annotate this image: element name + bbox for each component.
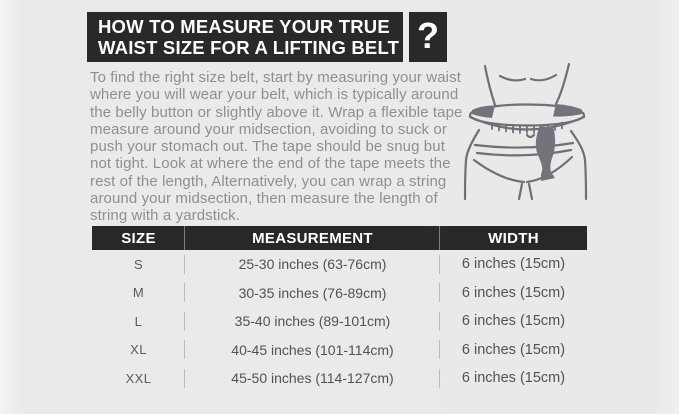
torso-right-side [554,62,571,106]
column-divider [184,311,185,331]
right-inner-leg [527,182,534,201]
left-inner-leg [517,182,524,201]
column-divider [439,254,440,274]
measurement-instructions: To find the right size belt, start by me… [90,69,463,225]
question-mark-icon: ? [417,15,439,56]
table-row: XL 40-45 inches (101-114cm) 6 inches (15… [92,336,587,365]
column-divider [439,311,440,331]
table-header-row: SIZE MEASUREMENT WIDTH [92,226,587,250]
header-size: SIZE [121,229,156,247]
column-divider [184,254,185,274]
measurement-cell: 25-30 inches (63-76cm) [238,256,387,273]
column-divider [439,340,440,360]
table-row: XXL 45-50 inches (114-127cm) 6 inches (1… [92,364,587,393]
belly-button [525,133,536,139]
header-column-divider [439,226,440,250]
title-banner: HOW TO MEASURE YOUR TRUE WAIST SIZE FOR … [87,12,403,62]
title-line-1: HOW TO MEASURE YOUR TRUE [98,16,390,37]
width-cell: 6 inches (15cm) [461,284,566,301]
tape-shaded-segments [472,104,582,118]
size-cell: M [132,285,145,301]
waist-measurement-illustration [461,56,673,208]
left-hip-leg [463,128,481,201]
size-cell: L [134,313,143,329]
size-cell: XXL [125,370,152,386]
column-divider [439,368,440,388]
measurement-cell: 45-50 inches (114-127cm) [231,370,394,387]
column-divider [184,283,185,303]
table-row: M 30-35 inches (76-89cm) 6 inches (15cm) [92,279,587,308]
waistband-bottom-line [475,148,573,157]
size-table: SIZE MEASUREMENT WIDTH S 25-30 inches (6… [92,226,587,393]
table-row: L 35-40 inches (89-101cm) 6 inches (15cm… [92,307,587,336]
left-pec-line [498,74,527,82]
question-mark-box: ? [409,12,447,62]
column-divider [439,283,440,303]
torso-measuring-tape-icon [463,62,588,201]
width-cell: 6 inches (15cm) [461,313,566,330]
title-line-2: WAIST SIZE FOR A LIFTING BELT [98,37,400,58]
header-measurement: MEASUREMENT [252,229,373,247]
torso-left-side [483,64,497,107]
header-column-divider [184,226,185,250]
left-leg-opening [472,158,526,184]
right-pec-line [529,73,558,82]
header-width: WIDTH [488,229,539,247]
measurement-cell: 40-45 inches (101-114cm) [231,341,394,358]
width-cell: 6 inches (15cm) [461,341,566,358]
size-cell: S [133,256,144,272]
tape-end-ribbon [535,125,556,181]
width-cell: 6 inches (15cm) [461,370,566,387]
size-cell: XL [130,342,147,358]
measurement-cell: 35-40 inches (89-101cm) [234,313,391,330]
width-cell: 6 inches (15cm) [461,256,566,273]
measurement-cell: 30-35 inches (76-89cm) [238,284,387,301]
tape-top-ellipse [468,103,586,127]
column-divider [184,368,185,388]
table-row: S 25-30 inches (63-76cm) 6 inches (15cm) [92,250,587,279]
right-hip-leg [569,129,588,201]
waistband-top-line [473,141,575,149]
column-divider [184,340,185,360]
